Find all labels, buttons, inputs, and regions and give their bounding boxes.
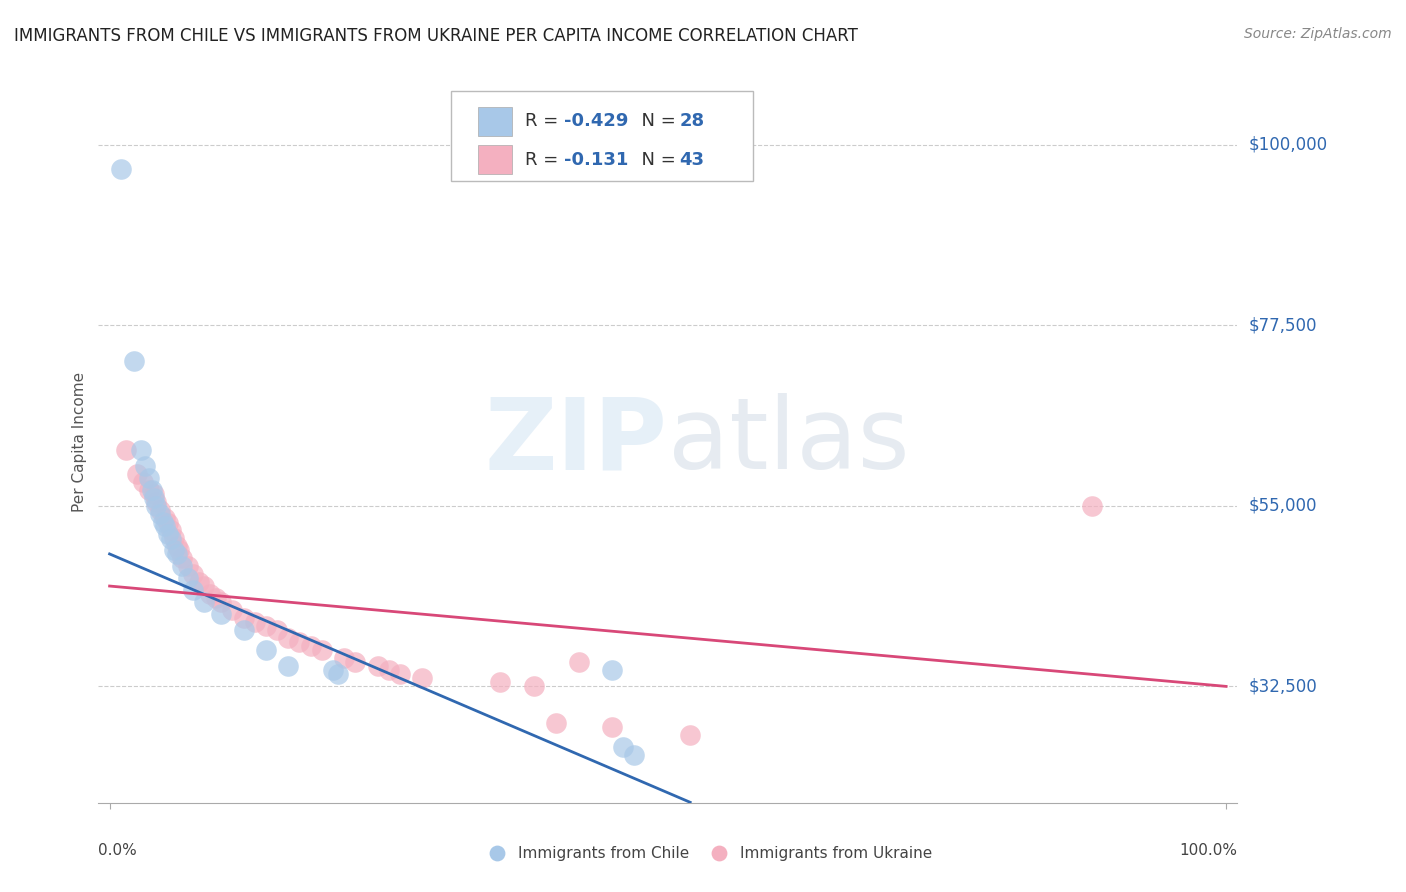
Text: 0.0%: 0.0%: [98, 843, 138, 857]
Point: [411, 671, 433, 685]
Point: [163, 542, 186, 557]
Text: N =: N =: [630, 151, 682, 169]
Point: [193, 595, 215, 609]
Point: [623, 747, 645, 762]
Text: Immigrants from Chile: Immigrants from Chile: [517, 846, 689, 861]
Point: [567, 655, 589, 669]
Point: [167, 542, 190, 557]
Point: [155, 518, 177, 533]
Text: atlas: atlas: [668, 393, 910, 490]
Point: [232, 623, 254, 637]
Point: [143, 491, 166, 505]
Point: [155, 510, 177, 524]
Text: $77,500: $77,500: [1249, 316, 1317, 334]
Point: [177, 558, 200, 573]
Point: [163, 531, 186, 545]
Text: Source: ZipAtlas.com: Source: ZipAtlas.com: [1244, 27, 1392, 41]
Text: -0.429: -0.429: [564, 112, 628, 130]
Point: [254, 643, 277, 657]
Point: [166, 547, 188, 561]
Point: [612, 739, 634, 754]
Text: $55,000: $55,000: [1249, 497, 1317, 515]
Point: [149, 507, 172, 521]
Text: R =: R =: [526, 151, 564, 169]
Point: [333, 651, 356, 665]
Point: [322, 664, 344, 678]
Point: [288, 635, 311, 649]
Point: [367, 659, 389, 673]
Point: [209, 607, 232, 621]
Point: [600, 719, 623, 733]
Point: [221, 603, 243, 617]
Point: [127, 467, 149, 481]
FancyBboxPatch shape: [478, 145, 512, 174]
Text: IMMIGRANTS FROM CHILE VS IMMIGRANTS FROM UKRAINE PER CAPITA INCOME CORRELATION C: IMMIGRANTS FROM CHILE VS IMMIGRANTS FROM…: [14, 27, 858, 45]
Point: [160, 523, 183, 537]
Point: [145, 494, 167, 508]
Point: [172, 550, 194, 566]
Text: 28: 28: [679, 112, 704, 130]
Point: [311, 643, 333, 657]
Text: N =: N =: [630, 112, 682, 130]
Text: $32,500: $32,500: [1249, 677, 1317, 696]
Point: [160, 533, 183, 547]
Point: [679, 728, 702, 742]
Point: [193, 579, 215, 593]
Point: [156, 526, 179, 541]
Point: [254, 619, 277, 633]
Text: 100.0%: 100.0%: [1180, 843, 1237, 857]
Point: [489, 675, 512, 690]
FancyBboxPatch shape: [478, 107, 512, 136]
Point: [143, 486, 166, 500]
Point: [110, 161, 132, 176]
Text: Immigrants from Ukraine: Immigrants from Ukraine: [740, 846, 932, 861]
Point: [344, 655, 367, 669]
Point: [546, 715, 568, 730]
Point: [204, 591, 226, 605]
Point: [183, 567, 205, 582]
Text: R =: R =: [526, 112, 564, 130]
Point: [243, 615, 266, 630]
Point: [209, 595, 232, 609]
Point: [523, 680, 546, 694]
Point: [600, 664, 623, 678]
Point: [115, 442, 138, 457]
Text: $100,000: $100,000: [1249, 136, 1327, 153]
Point: [138, 483, 160, 497]
Point: [132, 475, 155, 489]
FancyBboxPatch shape: [451, 91, 754, 181]
Text: ZIP: ZIP: [485, 393, 668, 490]
Point: [1081, 499, 1104, 513]
Point: [187, 574, 209, 589]
Point: [141, 483, 163, 497]
Point: [388, 667, 411, 681]
Point: [138, 470, 160, 484]
Point: [172, 558, 194, 573]
Point: [277, 631, 299, 645]
Point: [149, 502, 172, 516]
Point: [177, 571, 200, 585]
Point: [328, 667, 350, 681]
Point: [377, 664, 399, 678]
Point: [232, 611, 254, 625]
Point: [198, 587, 221, 601]
Point: [166, 539, 188, 553]
Point: [122, 354, 145, 368]
Point: [277, 659, 299, 673]
Y-axis label: Per Capita Income: Per Capita Income: [72, 371, 87, 512]
Text: 43: 43: [679, 151, 704, 169]
Point: [145, 499, 167, 513]
Point: [129, 442, 152, 457]
Point: [156, 516, 179, 531]
Point: [183, 583, 205, 598]
Point: [134, 458, 156, 473]
Point: [266, 623, 288, 637]
Point: [299, 639, 322, 653]
Text: -0.131: -0.131: [564, 151, 628, 169]
Point: [152, 515, 174, 529]
